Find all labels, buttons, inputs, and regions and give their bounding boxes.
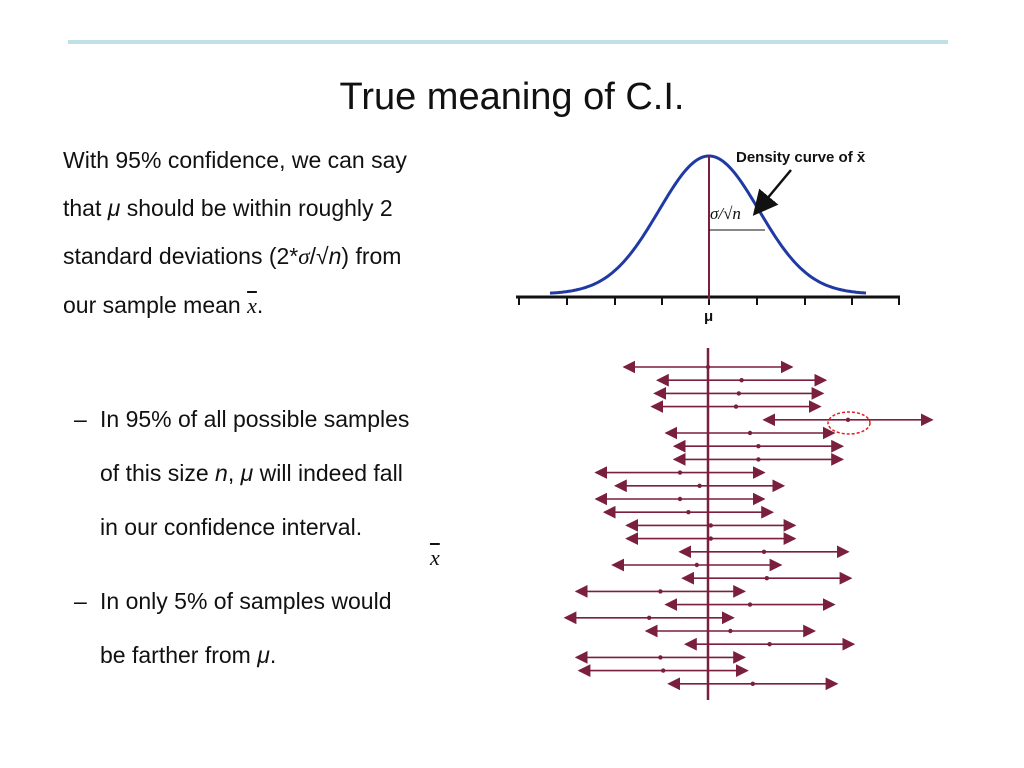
sample-mean-point bbox=[747, 430, 753, 436]
intro-line-2: that μ should be within roughly 2 bbox=[63, 195, 393, 221]
intro-paragraph: With 95% confidence, we can say that μ s… bbox=[63, 136, 407, 330]
sample-mean-point bbox=[736, 391, 741, 396]
sample-mean-point bbox=[845, 417, 851, 422]
sigma-over-root-n-label: σ/√n bbox=[710, 204, 741, 223]
sample-mean-point bbox=[733, 404, 739, 409]
sample-mean-point bbox=[728, 628, 733, 634]
intro-line-4: our sample mean x. bbox=[63, 292, 264, 318]
bullet-1: In 95% of all possible samples of this s… bbox=[100, 392, 409, 554]
intro-line-1: With 95% confidence, we can say bbox=[63, 147, 407, 173]
sample-mean-point bbox=[661, 668, 666, 673]
sample-mean-point bbox=[647, 615, 652, 620]
sample-mean-point bbox=[658, 589, 663, 594]
sample-mean-point bbox=[756, 444, 761, 449]
bullet-2-line-1: In only 5% of samples would bbox=[100, 588, 392, 614]
sample-mean-point bbox=[694, 562, 699, 568]
density-curve-label: Density curve of x̄ bbox=[736, 149, 866, 166]
intro-line-3: standard deviations (2*σ/√n) from bbox=[63, 243, 402, 269]
bullet-1-line-1: In 95% of all possible samples bbox=[100, 406, 410, 432]
mu-label: μ bbox=[704, 308, 713, 325]
stray-xbar-symbol: x bbox=[430, 545, 440, 570]
bullet-1-line-3: in our confidence interval. bbox=[100, 514, 363, 540]
sample-mean-point bbox=[761, 549, 767, 554]
bullet-2: In only 5% of samples would be farther f… bbox=[100, 574, 392, 682]
sample-mean-point bbox=[764, 576, 769, 581]
sample-mean-point bbox=[708, 523, 713, 528]
sample-mean-point bbox=[677, 496, 683, 502]
confidence-intervals-figure bbox=[563, 348, 934, 700]
sample-mean-point bbox=[658, 655, 663, 660]
bullet-1-dash: – bbox=[74, 406, 87, 432]
density-curve-figure: σ/√n Density curve of x̄ μ bbox=[516, 149, 900, 325]
top-rule bbox=[68, 40, 948, 44]
sample-mean-point bbox=[677, 470, 683, 475]
interval-group bbox=[563, 360, 934, 691]
bullet-2-line-2: be farther from μ. bbox=[100, 642, 277, 668]
sample-mean-point bbox=[739, 378, 744, 383]
sample-mean-point bbox=[747, 602, 753, 607]
sample-mean-point bbox=[686, 510, 691, 515]
sample-mean-point bbox=[750, 681, 755, 686]
sample-mean-point bbox=[767, 642, 772, 647]
sample-mean-point bbox=[708, 536, 713, 541]
sample-mean-point bbox=[756, 457, 761, 462]
sample-mean-point bbox=[705, 364, 711, 370]
miss-highlight-ring bbox=[827, 411, 871, 435]
bullet-2-dash: – bbox=[74, 588, 87, 614]
sample-mean-point bbox=[697, 483, 702, 488]
slide-title: True meaning of C.I. bbox=[339, 76, 685, 118]
bullet-1-line-2: of this size n, μ will indeed fall bbox=[100, 460, 403, 486]
density-pointer-arrow bbox=[752, 169, 792, 216]
